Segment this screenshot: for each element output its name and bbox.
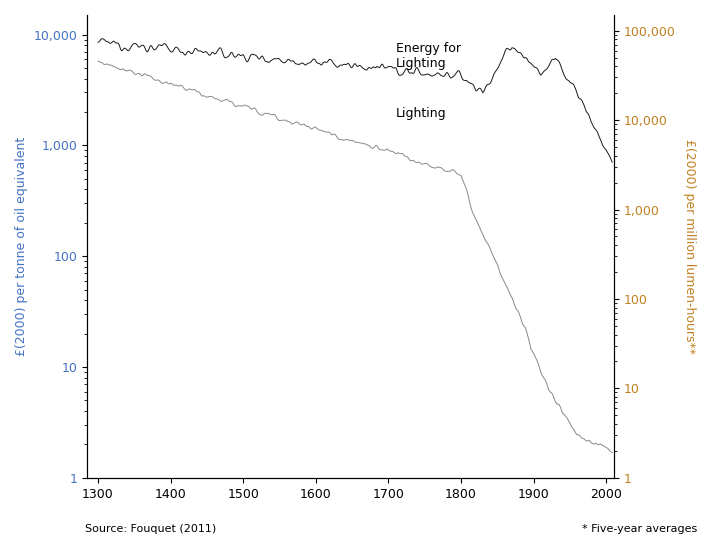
Y-axis label: £(2000) per tonne of oil equivalent: £(2000) per tonne of oil equivalent	[15, 137, 28, 356]
Y-axis label: £(2000) per million lumen-hours**: £(2000) per million lumen-hours**	[683, 139, 696, 354]
Text: Energy for
Lighting: Energy for Lighting	[396, 42, 461, 70]
Text: Lighting: Lighting	[396, 107, 447, 120]
Text: * Five-year averages: * Five-year averages	[582, 524, 697, 534]
Text: Source: Fouquet (2011): Source: Fouquet (2011)	[85, 524, 217, 534]
